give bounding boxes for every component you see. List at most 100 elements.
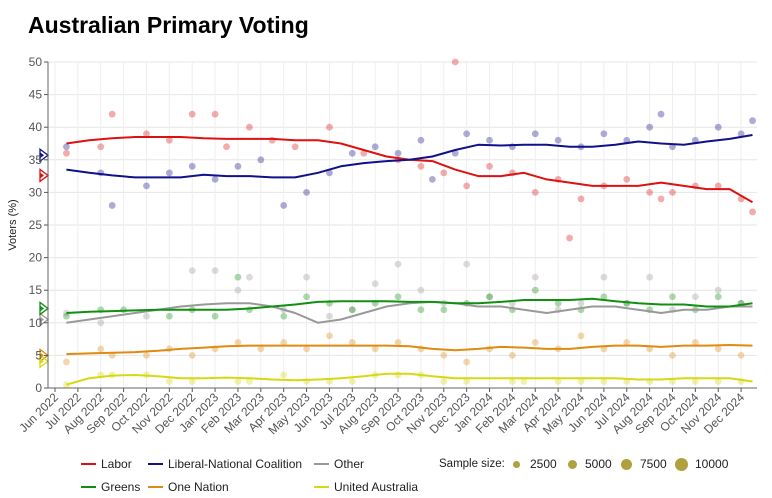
trend-line-liberal-national-coalition: [66, 134, 753, 179]
poll-point: [486, 136, 493, 144]
poll-point: [143, 130, 150, 138]
poll-point: [646, 189, 654, 196]
poll-point: [554, 299, 562, 307]
poll-point: [463, 130, 471, 138]
y-tick-label: 10: [29, 316, 43, 330]
y-tick-label: 0: [35, 381, 42, 395]
poll-point: [326, 169, 333, 177]
poll-point: [348, 338, 356, 346]
poll-point: [737, 130, 745, 138]
poll-point: [691, 378, 699, 385]
poll-point: [394, 149, 402, 157]
sample-size-value: 7500: [640, 457, 667, 471]
poll-point: [440, 378, 448, 385]
poll-point: [463, 378, 471, 385]
legend-swatch: [148, 463, 163, 465]
poll-point: [97, 345, 105, 353]
poll-point: [554, 136, 562, 144]
poll-point: [417, 162, 425, 170]
poll-point: [417, 136, 425, 144]
legend-swatch: [81, 463, 96, 465]
poll-point: [348, 378, 356, 385]
poll-point: [188, 352, 196, 359]
poll-point: [577, 378, 585, 385]
poll-point: [63, 149, 70, 157]
poll-point: [577, 332, 585, 340]
poll-point: [245, 123, 253, 131]
legend-swatch: [314, 463, 329, 465]
poll-point: [577, 299, 585, 307]
poll-point: [486, 162, 493, 170]
poll-point: [714, 286, 722, 294]
poll-point: [245, 273, 253, 281]
poll-point: [211, 175, 219, 183]
poll-point: [360, 149, 368, 157]
poll-point: [669, 189, 676, 196]
poll-point: [280, 312, 288, 320]
poll-point: [566, 234, 573, 242]
poll-point: [463, 358, 471, 366]
election-result-marker-fill: [40, 152, 44, 159]
poll-point: [714, 182, 722, 190]
poll-point: [165, 136, 173, 144]
poll-point: [223, 143, 230, 151]
poll-point: [486, 293, 493, 301]
legend-label: United Australia: [334, 480, 419, 494]
poll-point: [657, 110, 665, 118]
trend-line-other: [66, 300, 753, 324]
poll-point: [440, 352, 448, 359]
poll-point: [348, 149, 356, 157]
poll-point: [97, 143, 105, 151]
sample-size-label: Sample size:: [439, 458, 505, 470]
poll-point: [371, 345, 379, 353]
poll-point: [165, 312, 173, 320]
poll-point: [428, 175, 436, 183]
poll-point: [463, 182, 471, 190]
poll-point: [486, 293, 493, 301]
poll-point: [234, 162, 242, 170]
poll-point: [97, 319, 105, 327]
poll-point: [669, 293, 676, 301]
election-result-marker-fill: [40, 172, 44, 179]
poll-point: [394, 371, 402, 379]
sample-size-value: 10000: [695, 457, 729, 471]
legend-label: Greens: [101, 480, 141, 494]
y-axis-label: Voters (%): [7, 199, 19, 250]
y-tick-label: 45: [29, 88, 43, 102]
poll-point: [451, 149, 459, 157]
poll-point: [600, 378, 608, 385]
y-tick-label: 30: [29, 185, 43, 199]
legend-label: Labor: [101, 457, 132, 471]
poll-point: [348, 306, 356, 314]
poll-point: [108, 110, 116, 118]
poll-point: [440, 306, 448, 314]
poll-point: [737, 352, 745, 359]
poll-point: [394, 293, 402, 301]
sample-size-value: 5000: [585, 457, 612, 471]
poll-point: [623, 175, 631, 183]
poll-point: [257, 156, 265, 164]
poll-point: [108, 202, 116, 209]
poll-point: [691, 338, 699, 346]
poll-point: [669, 352, 676, 359]
y-tick-label: 25: [29, 218, 43, 232]
election-result-marker-fill: [40, 316, 44, 323]
sample-size-dot: [567, 459, 577, 469]
poll-point: [188, 110, 196, 118]
poll-point: [371, 280, 379, 288]
y-tick-label: 50: [29, 55, 43, 69]
poll-point: [268, 136, 276, 144]
poll-point: [188, 378, 196, 385]
poll-point: [417, 306, 425, 314]
legend-label: One Nation: [168, 480, 229, 494]
poll-point: [646, 123, 654, 131]
y-tick-label: 40: [29, 120, 43, 134]
poll-point: [417, 286, 425, 294]
poll-point: [531, 130, 539, 138]
poll-point: [463, 260, 471, 268]
poll-point: [394, 260, 402, 268]
poll-point: [509, 378, 516, 385]
poll-point: [577, 195, 585, 203]
